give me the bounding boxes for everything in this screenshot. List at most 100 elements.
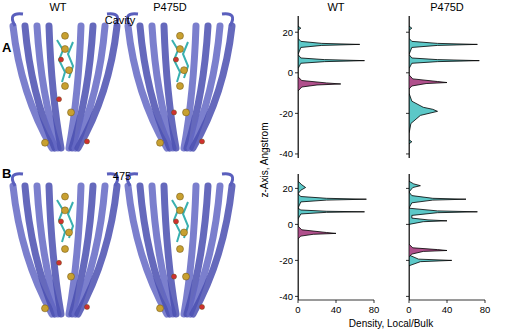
ion [85, 304, 90, 309]
panel-label: A [2, 40, 12, 55]
ion [174, 219, 179, 224]
y-tick [295, 188, 298, 189]
ion [177, 83, 184, 90]
y-tick-label: 0 [288, 219, 293, 230]
y-tick [406, 113, 409, 114]
y-axis [298, 174, 299, 300]
ligand [172, 40, 188, 82]
loop [12, 174, 117, 186]
ion [177, 32, 184, 39]
x-tick [336, 300, 337, 303]
panel-label: B [2, 166, 11, 181]
ion [68, 273, 75, 280]
y-tick [406, 153, 409, 154]
ion [183, 109, 190, 116]
y-tick [295, 224, 298, 225]
density-line [298, 174, 366, 300]
ion [62, 46, 69, 53]
y-tick [406, 188, 409, 189]
site-label: Cavity [105, 14, 136, 26]
plot-area [409, 174, 477, 300]
helix [78, 186, 117, 314]
x-tick [374, 300, 375, 303]
x-axis-label: Density, Local/Bulk [349, 318, 434, 329]
y-tick-label: -40 [279, 148, 293, 159]
ligand [172, 200, 188, 242]
density-area [298, 174, 366, 300]
ion [181, 229, 188, 236]
x-tick-label: 80 [369, 304, 380, 315]
y-axis-label: z-Axis, Angstrom [259, 122, 270, 197]
y-tick [295, 72, 298, 73]
ion [59, 219, 64, 224]
chart: -40 -20 0 20 WT [279, 1, 364, 159]
chart-title: WT [327, 1, 344, 13]
structure [12, 174, 117, 314]
density-area [298, 16, 341, 158]
ion [42, 305, 49, 312]
loop [127, 174, 232, 186]
density-line [409, 16, 447, 158]
ion [172, 110, 177, 115]
density-area [409, 174, 477, 300]
ion [62, 193, 69, 200]
x-tick-label: 40 [442, 304, 453, 315]
y-tick [295, 260, 298, 261]
ion [157, 139, 164, 146]
y-tick [406, 260, 409, 261]
y-tick [295, 113, 298, 114]
structure-label: P475D [153, 1, 187, 13]
ion [62, 246, 69, 253]
x-tick-label: 80 [480, 304, 491, 315]
figure: ABWTP475DCavity475-40-20020WTP475D-40-20… [0, 0, 505, 332]
y-axis [298, 16, 299, 158]
x-tick [298, 300, 299, 303]
ion [66, 229, 73, 236]
x-tick [409, 300, 410, 303]
x-tick-label: 40 [331, 304, 342, 315]
ion [62, 207, 69, 214]
y-axis [409, 16, 410, 158]
ion [85, 139, 90, 144]
ion [57, 260, 62, 265]
plot-area [298, 16, 365, 158]
structure [12, 14, 117, 148]
x-tick [447, 300, 448, 303]
y-tick [406, 32, 409, 33]
ion [177, 193, 184, 200]
y-tick [295, 296, 298, 297]
y-tick-label: -20 [279, 255, 293, 266]
ligand [57, 200, 73, 242]
density-area [409, 16, 447, 158]
ion [177, 246, 184, 253]
loop [12, 14, 117, 26]
loop [127, 14, 232, 26]
y-tick [406, 72, 409, 73]
chart: 0 40 80 [406, 174, 490, 315]
ion [183, 273, 190, 280]
y-tick-label: -20 [279, 108, 293, 119]
structure [127, 174, 232, 314]
chart: P475D [406, 1, 479, 158]
helix [193, 26, 232, 148]
helix [78, 26, 117, 148]
y-tick-label: 0 [288, 67, 293, 78]
y-axis [409, 174, 410, 300]
x-tick-label: 0 [406, 304, 411, 315]
density-line [409, 16, 479, 158]
ion [177, 46, 184, 53]
ion [62, 83, 69, 90]
y-tick [406, 224, 409, 225]
y-tick-label: 20 [282, 183, 293, 194]
y-tick-label: 20 [282, 27, 293, 38]
y-tick [295, 153, 298, 154]
structure [127, 14, 232, 148]
ion [62, 32, 69, 39]
density-line [298, 16, 365, 158]
x-tick-label: 0 [295, 304, 300, 315]
y-tick [295, 32, 298, 33]
density-area [298, 174, 336, 300]
ion [172, 274, 177, 279]
density-line [298, 16, 341, 158]
ion [181, 67, 188, 74]
